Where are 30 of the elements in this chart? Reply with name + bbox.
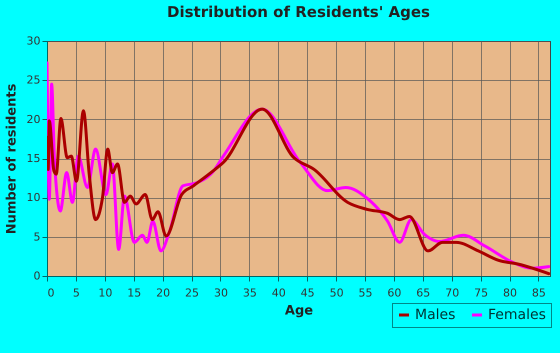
x-tick-label: 15	[127, 286, 142, 300]
y-axis-title: Number of residents	[4, 83, 20, 234]
x-tick-label: 0	[48, 286, 54, 300]
y-tick-label: 25	[26, 74, 40, 87]
y-tick-label: 0	[34, 270, 40, 282]
y-tick-label: 10	[26, 191, 40, 204]
x-tick-label: 40	[272, 286, 286, 300]
x-tick-label: 85	[532, 286, 546, 300]
x-tick-label: 70	[445, 286, 460, 300]
legend-label: Females	[488, 307, 546, 323]
y-tick-label: 20	[26, 112, 40, 126]
x-tick-label: 10	[98, 286, 112, 300]
x-tick-label: 30	[214, 286, 228, 300]
legend-label: Males	[415, 307, 456, 323]
y-tick-label: 30	[26, 34, 40, 48]
x-tick-label: 50	[330, 286, 344, 300]
y-tick-label: 5	[34, 230, 40, 244]
x-tick-label: 75	[474, 286, 488, 300]
x-tick-label: 60	[387, 286, 402, 300]
x-tick-label: 20	[156, 286, 170, 300]
x-tick-label: 25	[185, 286, 200, 300]
x-axis-title: Age	[284, 304, 314, 318]
x-tick-label: 80	[503, 286, 518, 300]
chart-title: Distribution of Residents' Ages	[167, 3, 430, 21]
y-tick-label: 15	[26, 152, 40, 165]
x-tick-label: 45	[300, 286, 315, 300]
x-tick-label: 55	[358, 286, 372, 300]
x-tick-label: 35	[242, 286, 257, 300]
x-tick-label: 5	[72, 286, 80, 300]
x-tick-label: 65	[416, 286, 430, 300]
